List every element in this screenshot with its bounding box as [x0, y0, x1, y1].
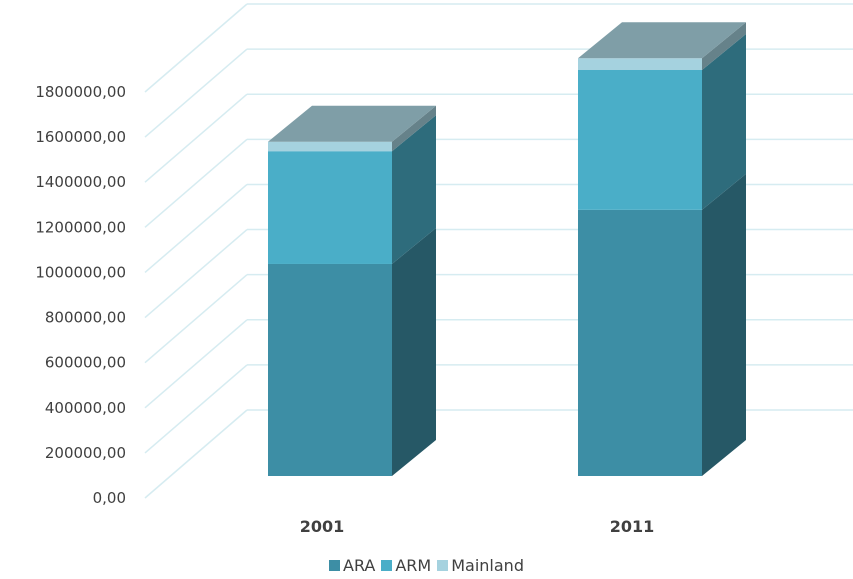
- gridline-diagonal: [144, 3, 248, 93]
- x-category-label: 2011: [610, 517, 655, 536]
- bar-side-mainland: [702, 22, 746, 70]
- legend-label: ARA: [343, 556, 376, 575]
- bars: 2001 2011: [268, 22, 746, 536]
- bar-segment-arm: [578, 70, 702, 210]
- legend-swatch: [437, 560, 449, 571]
- y-tick-label: 400000,00: [45, 399, 126, 417]
- bar-side-arm: [702, 34, 746, 210]
- gridline-diagonal: [144, 48, 248, 138]
- legend-item: ARA: [329, 556, 375, 575]
- bar-side-mainland: [392, 105, 436, 152]
- gridline-diagonal: [144, 274, 248, 364]
- bar-top-face: [268, 105, 436, 142]
- legend-swatch: [381, 560, 393, 571]
- y-tick-label: 600000,00: [45, 354, 126, 372]
- legend-label: ARM: [395, 556, 432, 575]
- y-tick-label: 1600000,00: [35, 128, 126, 146]
- legend-item: Mainland: [437, 556, 524, 575]
- bar-segment-arm: [268, 151, 392, 264]
- bar-segment-ara: [578, 209, 702, 476]
- y-tick-label: 1400000,00: [35, 173, 126, 191]
- bar-top-face: [578, 22, 746, 59]
- bar-segment-mainland: [268, 141, 392, 152]
- y-tick-label: 800000,00: [45, 309, 126, 327]
- gridline-diagonal: [144, 138, 248, 228]
- gridline-diagonal: [144, 364, 248, 454]
- gridlines: [144, 3, 853, 499]
- bar-stack-2001: 2001: [268, 105, 436, 536]
- x-category-label: 2001: [300, 517, 345, 536]
- gridline-diagonal: [144, 228, 248, 319]
- bar-side-ara: [702, 173, 746, 476]
- legend-item: ARM: [381, 556, 431, 575]
- y-tick-label: 1200000,00: [35, 218, 126, 236]
- y-tick-label: 200000,00: [45, 444, 126, 462]
- gridline-diagonal: [144, 93, 248, 183]
- legend-swatch: [329, 560, 340, 571]
- bar-side-arm: [392, 115, 436, 264]
- y-axis-ticks: 0,00 200000,00 400000,00 600000,00 800000,00…: [35, 83, 126, 507]
- gridline-diagonal: [144, 319, 248, 409]
- bar-segment-mainland: [578, 58, 702, 70]
- gridline-diagonal: [144, 183, 248, 274]
- legend-label: Mainland: [451, 556, 524, 575]
- y-tick-label: 0,00: [93, 489, 126, 507]
- bar-stack-2011: 2011: [578, 22, 746, 536]
- gridline-diagonal: [144, 409, 248, 499]
- bar-segment-ara: [268, 263, 392, 476]
- bar-side-ara: [392, 227, 436, 476]
- y-tick-label: 1800000,00: [35, 83, 126, 101]
- y-tick-label: 1000000,00: [35, 263, 126, 281]
- legend: ARA ARM Mainland: [0, 556, 853, 575]
